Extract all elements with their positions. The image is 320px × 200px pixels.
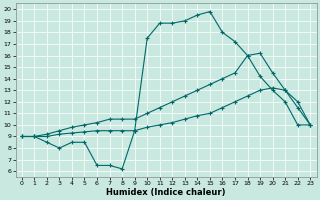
X-axis label: Humidex (Indice chaleur): Humidex (Indice chaleur) — [106, 188, 226, 197]
